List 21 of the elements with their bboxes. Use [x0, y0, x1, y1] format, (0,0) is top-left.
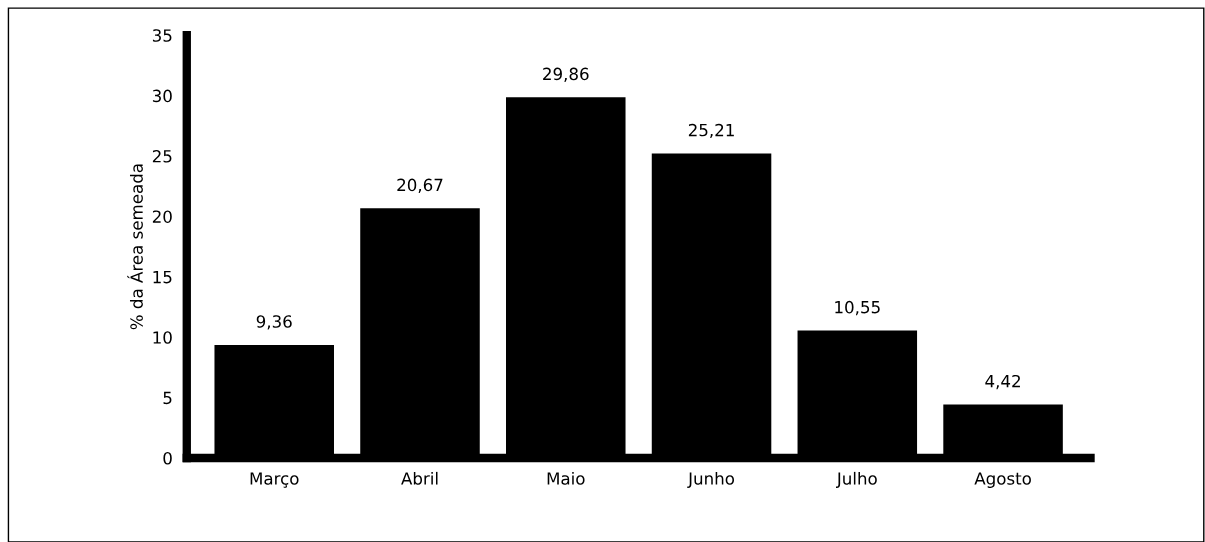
data-label: 25,21 [688, 123, 734, 139]
x-tick-label: Junho [687, 471, 735, 488]
y-tick-label: 35 [152, 29, 172, 42]
x-tick-label: Março [250, 472, 299, 488]
x-tick-label: Maio [547, 471, 585, 485]
data-label: 20,67 [397, 178, 443, 193]
y-tick-label: 0 [163, 451, 172, 465]
y-tick-label: 10 [153, 331, 172, 344]
y-axis-title: % da Área semeada [127, 164, 143, 330]
x-tick-label: Abril [401, 471, 438, 485]
y-tick-label: 5 [163, 391, 172, 405]
data-label: 9,36 [256, 315, 292, 330]
y-tick-label: 15 [153, 270, 172, 284]
y-tick-label: 30 [152, 89, 172, 103]
x-tick-label: Julho [836, 471, 877, 488]
y-tick-label: 25 [152, 149, 172, 163]
x-tick-label: Agosto [974, 472, 1031, 489]
data-label: 4,42 [985, 374, 1020, 390]
data-label: 29,86 [543, 67, 589, 82]
data-label: 10,55 [835, 300, 880, 316]
y-tick-label: 20 [152, 210, 172, 223]
